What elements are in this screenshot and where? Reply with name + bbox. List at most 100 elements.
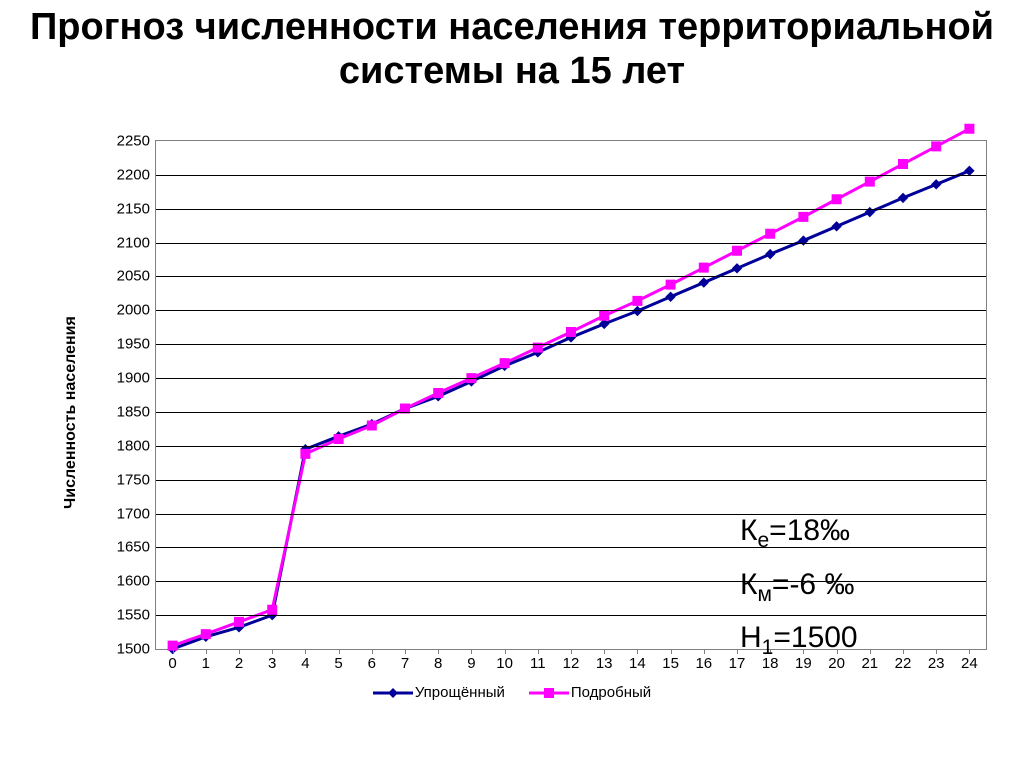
- x-tick-mark: [538, 649, 539, 654]
- annotation-line: Км=-6 ‰: [740, 559, 858, 613]
- legend-swatch: [529, 686, 569, 700]
- x-tick-mark: [239, 649, 240, 654]
- x-tick-mark: [305, 649, 306, 654]
- x-tick-label: 14: [629, 655, 646, 672]
- x-tick-mark: [372, 649, 373, 654]
- series-marker: [235, 617, 244, 626]
- chart-svg: [156, 141, 986, 649]
- y-tick-label: 2200: [117, 166, 150, 183]
- x-tick-mark: [704, 649, 705, 654]
- x-tick-mark: [339, 649, 340, 654]
- series-marker: [899, 193, 908, 202]
- x-tick-label: 4: [301, 655, 309, 672]
- gridline: [156, 581, 986, 582]
- y-tick-label: 1550: [117, 607, 150, 624]
- x-tick-label: 8: [434, 655, 442, 672]
- legend-label: Подробный: [571, 684, 651, 701]
- gridline: [156, 514, 986, 515]
- chart-annotations: Ке=18‰Км=-6 ‰Н1=1500: [740, 505, 858, 666]
- series-marker: [699, 263, 708, 272]
- gridline: [156, 310, 986, 311]
- x-tick-label: 0: [168, 655, 176, 672]
- gridline: [156, 276, 986, 277]
- series-marker: [799, 212, 808, 221]
- series-marker: [334, 435, 343, 444]
- x-tick-mark: [870, 649, 871, 654]
- gridline: [156, 480, 986, 481]
- series-marker: [666, 280, 675, 289]
- series-marker: [268, 605, 277, 614]
- series-marker: [699, 278, 708, 287]
- annotation-line: Н1=1500: [740, 612, 858, 666]
- gridline: [156, 412, 986, 413]
- gridline: [156, 344, 986, 345]
- gridline: [156, 378, 986, 379]
- series-marker: [567, 328, 576, 337]
- y-tick-label: 1800: [117, 437, 150, 454]
- x-tick-mark: [206, 649, 207, 654]
- series-marker: [434, 388, 443, 397]
- series-marker: [865, 177, 874, 186]
- x-tick-mark: [604, 649, 605, 654]
- x-tick-label: 15: [662, 655, 679, 672]
- gridline: [156, 547, 986, 548]
- y-axis-label: Численность населения: [62, 316, 80, 509]
- x-tick-mark: [969, 649, 970, 654]
- gridline: [156, 209, 986, 210]
- series-marker: [666, 292, 675, 301]
- legend-label: Упрощённый: [415, 684, 505, 701]
- y-tick-label: 2100: [117, 234, 150, 251]
- annotation-line: Ке=18‰: [740, 505, 858, 559]
- x-tick-label: 3: [268, 655, 276, 672]
- x-tick-label: 22: [895, 655, 912, 672]
- y-tick-label: 2250: [117, 133, 150, 150]
- series-marker: [932, 180, 941, 189]
- x-tick-label: 21: [861, 655, 878, 672]
- x-tick-mark: [637, 649, 638, 654]
- y-tick-label: 2050: [117, 268, 150, 285]
- x-tick-mark: [405, 649, 406, 654]
- x-tick-mark: [471, 649, 472, 654]
- series-marker: [500, 359, 509, 368]
- series-marker: [799, 236, 808, 245]
- x-tick-mark: [438, 649, 439, 654]
- x-tick-label: 1: [202, 655, 210, 672]
- x-tick-mark: [173, 649, 174, 654]
- x-tick-mark: [903, 649, 904, 654]
- legend-item: Подробный: [529, 684, 651, 701]
- x-tick-mark: [571, 649, 572, 654]
- series-marker: [899, 160, 908, 169]
- chart-title: Прогноз численности населения территориа…: [0, 6, 1024, 93]
- x-tick-label: 7: [401, 655, 409, 672]
- series-marker: [832, 195, 841, 204]
- series-marker: [367, 421, 376, 430]
- x-tick-label: 16: [695, 655, 712, 672]
- legend-swatch: [373, 686, 413, 700]
- chart-legend: Упрощённый Подробный: [0, 684, 1024, 701]
- gridline: [156, 175, 986, 176]
- series-marker: [832, 222, 841, 231]
- series-marker: [733, 264, 742, 273]
- y-tick-label: 1650: [117, 539, 150, 556]
- x-tick-label: 13: [596, 655, 613, 672]
- y-tick-label: 1700: [117, 505, 150, 522]
- y-tick-label: 1950: [117, 336, 150, 353]
- series-marker: [201, 630, 210, 639]
- gridline: [156, 615, 986, 616]
- x-tick-label: 23: [928, 655, 945, 672]
- y-tick-label: 2000: [117, 302, 150, 319]
- x-tick-mark: [272, 649, 273, 654]
- series-marker: [600, 311, 609, 320]
- series-marker: [301, 449, 310, 458]
- series-marker: [733, 246, 742, 255]
- x-tick-label: 11: [530, 655, 546, 672]
- plot-area: 1500155016001650170017501800185019001950…: [155, 140, 987, 650]
- y-tick-label: 1900: [117, 370, 150, 387]
- series-marker: [633, 296, 642, 305]
- y-tick-label: 1850: [117, 403, 150, 420]
- x-tick-label: 9: [467, 655, 475, 672]
- series-marker: [766, 250, 775, 259]
- y-tick-label: 1750: [117, 471, 150, 488]
- legend-item: Упрощённый: [373, 684, 505, 701]
- x-tick-label: 5: [334, 655, 342, 672]
